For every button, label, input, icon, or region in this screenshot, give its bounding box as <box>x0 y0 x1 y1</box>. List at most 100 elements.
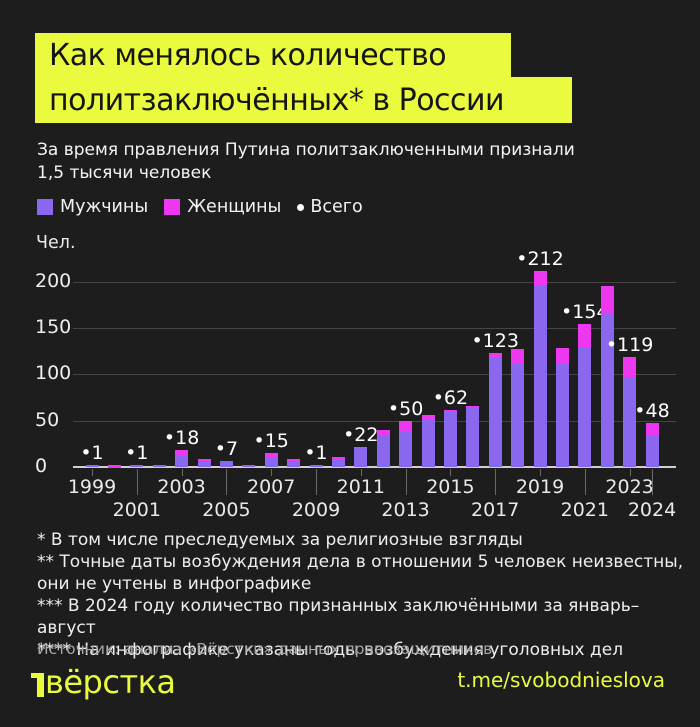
subtitle-line-2: 1,5 тысячи человек <box>37 163 212 183</box>
x-axis-tick-2024 <box>652 469 653 495</box>
x-axis-label-2023: 2023 <box>605 476 654 498</box>
x-axis-tick-2007 <box>271 469 273 476</box>
bar-2014 <box>421 415 435 467</box>
footnote-2: ** Точные даты возбуждения дела в отноше… <box>37 552 684 594</box>
logo-mark-icon <box>31 673 44 697</box>
x-axis-tick-2017 <box>495 469 497 495</box>
x-axis-tick-2021 <box>584 469 586 495</box>
bar-segment-women-2017 <box>488 353 502 358</box>
value-label-2011: •22 <box>343 423 379 446</box>
x-axis-label-2015: 2015 <box>426 476 475 498</box>
x-axis-label-2011: 2011 <box>336 476 385 498</box>
bar-segment-women-2019 <box>533 270 547 285</box>
bar-segment-men-2010 <box>331 459 345 467</box>
value-label-2015: •62 <box>432 386 469 409</box>
bar-segment-men-2023 <box>623 377 637 467</box>
x-axis-label-2003: 2003 <box>157 476 206 498</box>
legend-item-women: Женщины <box>164 197 281 217</box>
bar-chart: 0 50 100 150 200 •1 1999 •1 2001 •18 2003 •7 2005 •15… <box>0 248 700 540</box>
men-color-swatch-icon <box>37 199 53 215</box>
x-axis-label-2005: 2005 <box>202 499 251 521</box>
bar-2010 <box>331 456 345 467</box>
bar-2013 <box>399 420 413 467</box>
bar-2020 <box>555 348 569 467</box>
bar-segment-women-2004 <box>197 458 211 462</box>
bar-segment-men-2018 <box>511 364 525 467</box>
legend-item-men: Мужчины <box>37 197 148 217</box>
bar-segment-men-2009 <box>309 465 323 467</box>
chart-legend: Мужчины Женщины Всего <box>37 197 363 217</box>
bar-segment-men-2017 <box>488 357 502 467</box>
legend-total-label: Всего <box>310 197 363 217</box>
bar-2018 <box>511 349 525 467</box>
x-axis-label-2013: 2013 <box>381 499 430 521</box>
bar-segment-men-2014 <box>421 419 435 467</box>
bar-segment-women-2000 <box>107 465 121 467</box>
women-color-swatch-icon <box>164 199 181 215</box>
bar-1999 <box>85 465 99 467</box>
bar-2017 <box>488 353 502 467</box>
x-axis-label-2007: 2007 <box>247 476 296 498</box>
y-tick-label-150: 150 <box>35 316 72 339</box>
bar-2004 <box>197 458 211 467</box>
bar-segment-women-2015 <box>443 409 457 413</box>
value-label-2003: •18 <box>163 427 200 450</box>
x-axis-label-2024: 2024 <box>627 499 677 521</box>
bar-2015 <box>443 409 457 467</box>
bar-segment-women-2018 <box>511 349 525 365</box>
bar-segment-men-2011 <box>354 448 368 467</box>
bar-segment-men-2005 <box>219 460 233 467</box>
bar-segment-women-2010 <box>331 456 345 460</box>
bar-2011 <box>354 446 368 467</box>
bar-segment-men-2015 <box>443 412 457 467</box>
y-axis-unit-label: Чел. <box>36 233 76 253</box>
x-axis-tick-2011 <box>360 469 362 476</box>
x-axis-label-2001: 2001 <box>112 499 161 521</box>
bar-2001 <box>130 465 144 467</box>
total-dot-icon <box>297 203 305 211</box>
bar-segment-women-2020 <box>555 348 569 365</box>
bar-segment-men-1999 <box>85 465 99 467</box>
value-label-2001: •1 <box>125 442 149 464</box>
x-axis-tick-2001 <box>136 469 138 495</box>
bar-segment-men-2012 <box>376 435 390 467</box>
x-axis-tick-2023 <box>629 469 631 476</box>
bar-segment-women-2024 <box>645 422 659 435</box>
bar-2003 <box>175 450 189 467</box>
legend-item-total: Всего <box>297 197 363 217</box>
value-label-2007: •15 <box>253 430 289 453</box>
value-label-2005: •7 <box>214 437 239 460</box>
gridline-200 <box>73 281 676 283</box>
x-axis-label-2021: 2021 <box>560 499 609 521</box>
x-axis-tick-2013 <box>405 469 407 495</box>
value-label-1999: •1 <box>80 442 104 464</box>
x-axis-baseline <box>73 466 676 468</box>
title-line-1: Как менялось количество <box>35 33 511 77</box>
value-label-2024: •48 <box>634 399 670 422</box>
bar-2002 <box>152 465 166 467</box>
logo-text: вёрстка <box>45 663 176 701</box>
bar-segment-women-2007 <box>264 453 278 457</box>
y-tick-label-200: 200 <box>35 269 72 292</box>
bar-2022 <box>600 286 614 467</box>
bar-2005 <box>219 460 233 467</box>
bar-segment-women-2023 <box>623 356 637 378</box>
footnotes: * В том числе преследуемых за религиозны… <box>37 529 692 661</box>
bar-segment-men-2003 <box>175 455 189 467</box>
legend-women-label: Женщины <box>187 197 282 217</box>
x-axis-tick-2003 <box>181 469 183 476</box>
bar-segment-women-2012 <box>376 429 390 436</box>
bar-segment-men-2024 <box>645 434 659 467</box>
telegram-link[interactable]: t.me/svobodnieslova <box>457 668 665 692</box>
footnote-1: * В том числе преследуемых за религиозны… <box>37 530 523 550</box>
legend-men-label: Мужчины <box>60 197 149 217</box>
bar-segment-men-2008 <box>287 460 301 467</box>
bar-segment-men-2016 <box>466 406 480 467</box>
footnote-4: **** На инфографике указаны годы возбужд… <box>37 640 624 660</box>
bar-segment-men-2007 <box>264 456 278 467</box>
y-tick-label-50: 50 <box>35 408 60 431</box>
bar-2019 <box>533 270 547 467</box>
bar-segment-women-2016 <box>466 405 480 407</box>
subtitle-line-1: За время правления Путина политзаключенн… <box>37 140 575 160</box>
bar-2012 <box>376 429 390 467</box>
